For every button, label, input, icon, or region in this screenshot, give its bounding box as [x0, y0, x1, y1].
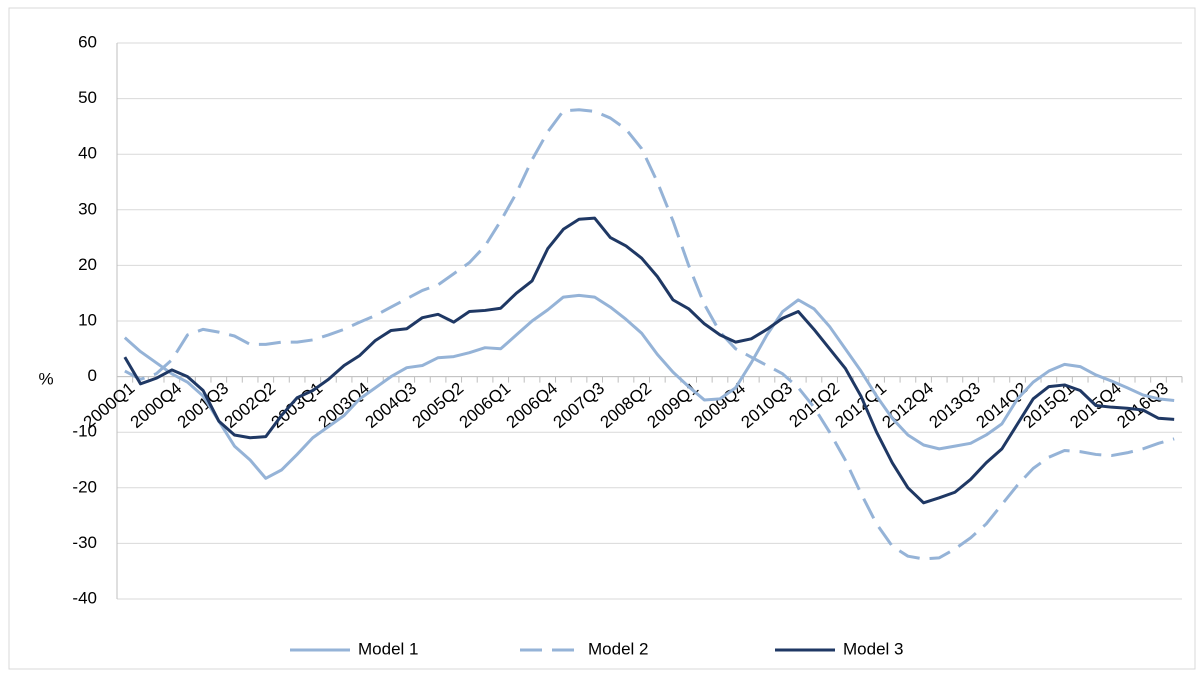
y-tick-label: -40: [72, 588, 97, 607]
y-tick-label: -20: [72, 477, 97, 496]
y-tick-label: 40: [78, 144, 97, 163]
series-line: [124, 108, 1175, 561]
chart-frame: [8, 7, 1196, 670]
series-line: [123, 216, 1175, 505]
legend-label: Model 1: [358, 639, 418, 658]
y-tick-label: 20: [78, 255, 97, 274]
series-line: [123, 293, 1175, 480]
y-tick-label: 10: [78, 310, 97, 329]
y-tick-label: 0: [88, 366, 97, 385]
legend-label: Model 2: [588, 639, 648, 658]
y-tick-label: -30: [72, 533, 97, 552]
legend-label: Model 3: [843, 639, 903, 658]
y-axis-label: %: [38, 369, 53, 388]
y-tick-label: 60: [78, 32, 97, 51]
y-tick-label: 50: [78, 88, 97, 107]
y-tick-label: -10: [72, 422, 97, 441]
y-tick-label: 30: [78, 199, 97, 218]
